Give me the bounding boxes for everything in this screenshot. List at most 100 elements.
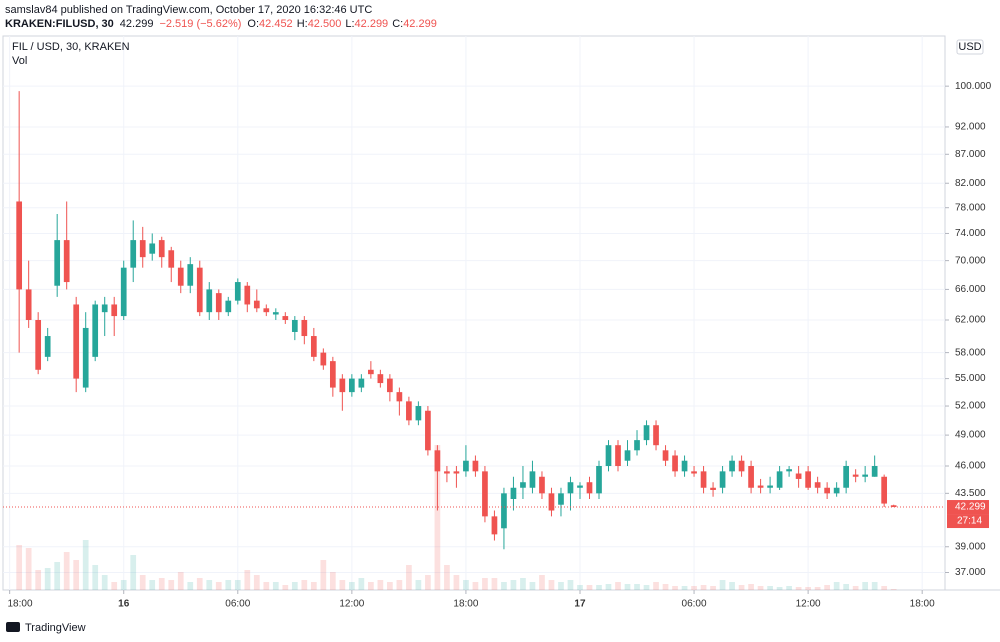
candle-body bbox=[890, 505, 897, 508]
volume-bar bbox=[852, 586, 859, 590]
candle-body bbox=[472, 460, 479, 472]
x-tick-label: 18:00 bbox=[910, 599, 935, 610]
volume-bar bbox=[339, 580, 346, 590]
volume-bar bbox=[44, 568, 51, 590]
volume-bar bbox=[16, 545, 23, 590]
volume-bar bbox=[757, 586, 764, 590]
x-tick-label: 12:00 bbox=[796, 599, 821, 610]
y-tick-label: 52.000 bbox=[955, 401, 986, 412]
price: 42.299 bbox=[120, 18, 154, 30]
candle-body bbox=[710, 487, 716, 490]
candle-body bbox=[653, 425, 659, 446]
candle-body bbox=[358, 378, 365, 388]
volume-bar bbox=[681, 586, 688, 590]
last-price-label: 42.299 bbox=[955, 502, 986, 513]
candle-body bbox=[206, 289, 213, 313]
candle-body bbox=[510, 487, 517, 499]
x-tick-label: 12:00 bbox=[339, 599, 364, 610]
candle-body bbox=[814, 482, 821, 488]
candle-body bbox=[672, 455, 678, 472]
volume-bar bbox=[92, 565, 99, 590]
volume-bar bbox=[358, 578, 365, 590]
candle-body bbox=[434, 450, 441, 472]
candle-body bbox=[691, 471, 697, 474]
x-tick-label: 06:00 bbox=[225, 599, 250, 610]
volume-bar bbox=[710, 586, 716, 590]
volume-bar bbox=[605, 584, 612, 590]
publisher-line: samslav84 published on TradingView.com, … bbox=[5, 4, 372, 16]
volume-bar bbox=[634, 584, 640, 590]
ohlc-key: L: bbox=[345, 18, 354, 30]
volume-bar bbox=[387, 582, 393, 590]
last-price-box bbox=[947, 500, 989, 515]
candle-body bbox=[244, 285, 251, 305]
volume-bar bbox=[881, 586, 888, 590]
candle-body bbox=[862, 474, 869, 477]
candle-body bbox=[577, 485, 583, 488]
volume-bar bbox=[225, 580, 232, 590]
candle-body bbox=[225, 300, 232, 313]
volume-bar bbox=[738, 585, 745, 590]
volume-bar bbox=[101, 575, 108, 590]
logo bbox=[6, 622, 20, 632]
volume-bar bbox=[234, 580, 241, 590]
candle-body bbox=[158, 240, 165, 258]
volume-bar bbox=[833, 582, 840, 590]
y-tick-label: 39.000 bbox=[955, 541, 986, 552]
y-tick-label: 100.000 bbox=[955, 81, 992, 92]
candle-body bbox=[377, 374, 384, 384]
candle-body bbox=[757, 485, 764, 488]
currency-box[interactable] bbox=[956, 39, 984, 55]
candle-body bbox=[586, 482, 593, 494]
volume-bar bbox=[624, 584, 631, 590]
candle-body bbox=[25, 289, 32, 320]
candle-body bbox=[54, 240, 61, 286]
y-tick-label: 43.500 bbox=[955, 488, 986, 499]
candle-body bbox=[310, 336, 317, 357]
volume-bar bbox=[168, 580, 175, 590]
volume-bar bbox=[510, 580, 517, 590]
candle-body bbox=[120, 267, 127, 317]
candle-body bbox=[339, 378, 346, 393]
volume-bar bbox=[434, 445, 441, 590]
candle-body bbox=[482, 471, 488, 517]
y-tick-label: 66.000 bbox=[955, 284, 986, 295]
chart-title: FIL / USD, 30, KRAKEN bbox=[12, 41, 130, 53]
volume-bar bbox=[539, 575, 545, 590]
volume-bar bbox=[786, 586, 792, 590]
ohlc-value: 42.500 bbox=[308, 18, 342, 30]
volume-bar bbox=[149, 580, 156, 590]
volume-bar bbox=[120, 580, 127, 590]
candle-body bbox=[101, 304, 108, 313]
candle-body bbox=[320, 352, 327, 366]
volume-bar bbox=[263, 582, 270, 590]
volume-bar bbox=[472, 582, 479, 590]
candle-body bbox=[463, 460, 469, 472]
volume-bar bbox=[329, 572, 336, 590]
volume-bar bbox=[215, 582, 222, 590]
y-tick-label: 82.000 bbox=[955, 178, 986, 189]
symbol: KRAKEN:FILUSD, 30 bbox=[5, 18, 114, 30]
volume-bar bbox=[396, 580, 403, 590]
candle-body bbox=[615, 445, 621, 467]
volume-bar bbox=[871, 582, 878, 590]
volume-bar bbox=[596, 585, 602, 590]
volume-bar bbox=[187, 582, 194, 590]
candle-body bbox=[662, 450, 669, 461]
candle-body bbox=[596, 466, 602, 494]
candle-body bbox=[415, 406, 422, 421]
ohlc-value: 42.452 bbox=[259, 18, 293, 30]
candle-body bbox=[491, 516, 498, 535]
ohlc-key: O: bbox=[247, 18, 259, 30]
candle-body bbox=[767, 485, 773, 488]
volume-bar bbox=[425, 575, 431, 590]
currency[interactable]: USD bbox=[958, 41, 981, 53]
volume-bar bbox=[795, 587, 802, 590]
candle-body bbox=[548, 493, 555, 511]
candle-body bbox=[44, 336, 51, 357]
candle-body bbox=[520, 482, 526, 488]
ohlc-key: C: bbox=[392, 18, 403, 30]
candle-body bbox=[719, 471, 726, 488]
candle-body bbox=[539, 476, 545, 494]
volume-bar bbox=[700, 585, 707, 590]
